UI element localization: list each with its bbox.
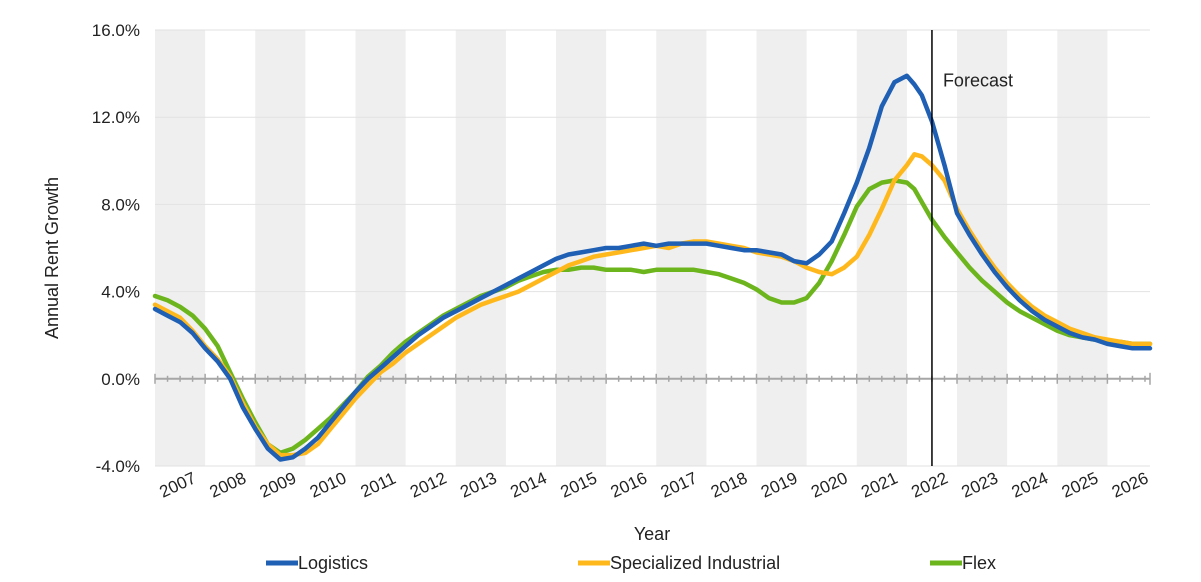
y-tick-label: 8.0% xyxy=(101,195,140,214)
x-axis xyxy=(154,372,1151,385)
y-tick-label: 16.0% xyxy=(92,21,140,40)
y-tick-label: 0.0% xyxy=(101,370,140,389)
y-tick-label: 12.0% xyxy=(92,108,140,127)
x-tick-label: 2009 xyxy=(257,468,299,501)
year-band-2009 xyxy=(255,30,306,466)
series-lines xyxy=(152,73,1153,462)
x-tick-label: 2017 xyxy=(658,468,700,501)
forecast-marker: Forecast xyxy=(931,30,1013,466)
x-tick-label: 2026 xyxy=(1109,468,1151,501)
year-shading-bands xyxy=(155,30,1108,466)
legend-item-logistics: Logistics xyxy=(266,553,368,573)
series-line-logistics xyxy=(152,73,1153,462)
legend-item-specialized-industrial: Specialized Industrial xyxy=(578,553,780,573)
gridlines xyxy=(155,29,1150,467)
x-tick-label: 2007 xyxy=(157,468,199,501)
legend: Logistics Specialized Industrial Flex xyxy=(266,553,996,573)
x-axis-title: Year xyxy=(634,524,670,544)
x-tick-label: 2010 xyxy=(307,468,349,501)
y-tick-label: 4.0% xyxy=(101,283,140,302)
x-tick-label: 2015 xyxy=(558,468,600,501)
x-tick-label: 2018 xyxy=(708,468,750,501)
x-tick-label: 2014 xyxy=(507,468,549,501)
series-line-flex xyxy=(152,178,1153,456)
year-band-2013 xyxy=(455,30,506,466)
legend-label: Specialized Industrial xyxy=(610,553,780,573)
year-band-2011 xyxy=(355,30,406,466)
y-tick-labels: -4.0% 0.0% 4.0% 8.0% 12.0% 16.0% xyxy=(92,21,140,476)
x-tick-label: 2008 xyxy=(207,468,249,501)
year-band-2007 xyxy=(155,30,206,466)
legend-item-flex: Flex xyxy=(930,553,996,573)
y-axis-title: Annual Rent Growth xyxy=(42,177,62,339)
legend-label: Flex xyxy=(962,553,996,573)
x-tick-label: 2022 xyxy=(908,468,950,501)
x-tick-label: 2024 xyxy=(1009,468,1051,501)
x-tick-label: 2011 xyxy=(358,469,399,502)
year-band-2025 xyxy=(1057,30,1108,466)
y-tick-label: -4.0% xyxy=(96,457,140,476)
x-tick-labels: 2007 2008 2009 2010 2011 2012 2013 2014 2015 2016… xyxy=(157,468,1152,501)
x-tick-label: 2019 xyxy=(758,468,800,501)
x-tick-label: 2012 xyxy=(407,468,449,501)
x-tick-label: 2025 xyxy=(1059,468,1101,501)
x-tick-label: 2021 xyxy=(858,468,900,501)
legend-label: Logistics xyxy=(298,553,368,573)
x-tick-label: 2016 xyxy=(608,468,650,501)
year-band-2019 xyxy=(756,30,807,466)
x-tick-label: 2023 xyxy=(959,468,1001,501)
x-tick-label: 2020 xyxy=(808,468,850,501)
forecast-label: Forecast xyxy=(943,71,1013,91)
x-tick-label: 2013 xyxy=(457,468,499,501)
